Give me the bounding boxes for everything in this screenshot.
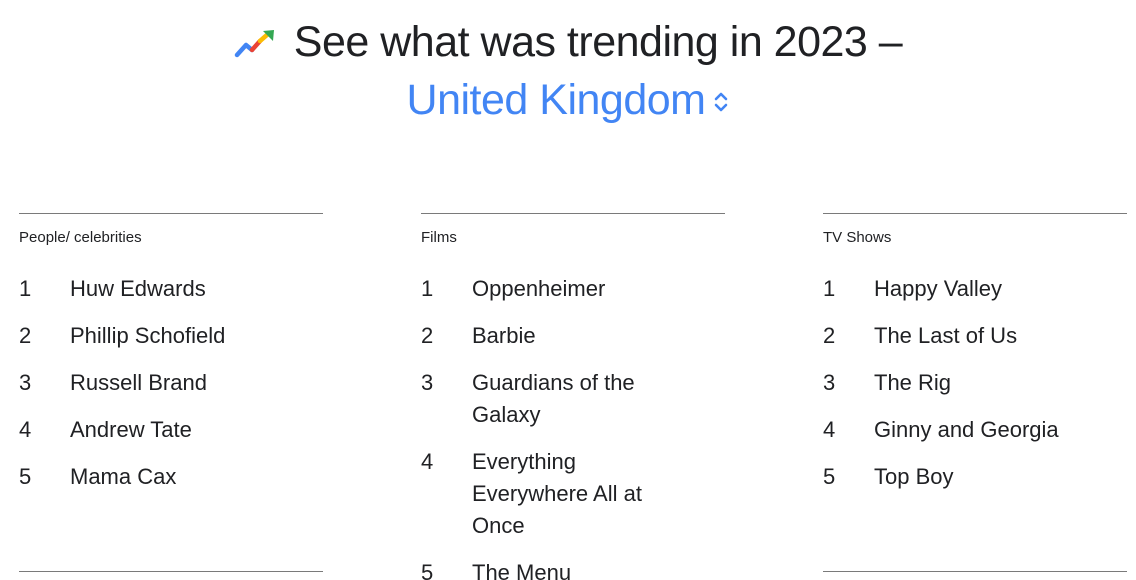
list-item[interactable]: 1 Happy Valley — [823, 273, 1127, 305]
rank-number: 3 — [19, 370, 32, 395]
rank-number: 4 — [421, 449, 434, 474]
region-selector[interactable]: United Kingdom — [0, 72, 1136, 128]
rank-number: 3 — [421, 370, 434, 395]
rank-number: 4 — [19, 417, 32, 442]
unfold-icon[interactable] — [713, 89, 729, 115]
trending-up-icon — [234, 30, 274, 58]
item-name[interactable]: Mama Cax — [70, 464, 177, 489]
list-item[interactable]: 2 Phillip Schofield — [19, 320, 323, 352]
category-column-tv-shows: TV Shows 1 Happy Valley 2 The Last of Us… — [823, 213, 1127, 572]
list-item[interactable]: 3 Russell Brand — [19, 367, 323, 399]
item-name[interactable]: Russell Brand — [70, 370, 207, 395]
item-name[interactable]: Ginny and Georgia — [874, 417, 1059, 442]
rank-number: 5 — [823, 464, 836, 489]
column-divider-top — [823, 213, 1127, 214]
column-divider-bottom — [19, 571, 323, 572]
list-item[interactable]: 4 Andrew Tate — [19, 414, 323, 446]
list-item[interactable]: 4 Everything Everywhere All at Once — [421, 446, 725, 542]
column-divider-top — [421, 213, 725, 214]
rank-number: 1 — [19, 276, 32, 301]
rank-number: 2 — [421, 323, 434, 348]
item-name[interactable]: Phillip Schofield — [70, 323, 226, 348]
trending-list: 1 Happy Valley 2 The Last of Us 3 The Ri… — [823, 273, 1127, 493]
category-label: People/ celebrities — [19, 229, 142, 246]
rank-number: 3 — [823, 370, 836, 395]
item-name[interactable]: Andrew Tate — [70, 417, 192, 442]
item-name[interactable]: The Rig — [874, 370, 952, 395]
rank-number: 5 — [19, 464, 32, 489]
rank-number: 1 — [421, 276, 434, 301]
item-name[interactable]: Happy Valley — [874, 276, 1002, 301]
item-name[interactable]: Oppenheimer — [472, 276, 606, 301]
list-item[interactable]: 3 The Rig — [823, 367, 1127, 399]
item-name[interactable]: The Last of Us — [874, 323, 1018, 348]
rank-number: 2 — [823, 323, 836, 348]
list-item[interactable]: 5 The Menu — [421, 557, 725, 580]
column-divider-bottom — [823, 571, 1127, 572]
item-name[interactable]: Barbie — [472, 323, 536, 348]
category-label: TV Shows — [823, 229, 892, 246]
category-column-people: People/ celebrities 1 Huw Edwards 2 Phil… — [19, 213, 323, 572]
item-name[interactable]: The Menu — [472, 560, 572, 580]
rank-number: 4 — [823, 417, 836, 442]
trending-list: 1 Huw Edwards 2 Phillip Schofield 3 Russ… — [19, 273, 323, 493]
title-line: See what was trending in 2023 – — [0, 14, 1136, 70]
list-item[interactable]: 2 Barbie — [421, 320, 725, 352]
item-name[interactable]: Guardians of the Galaxy — [472, 370, 635, 427]
category-column-films: Films 1 Oppenheimer 2 Barbie 3 Guardians… — [421, 213, 725, 580]
list-item[interactable]: 4 Ginny and Georgia — [823, 414, 1127, 446]
item-name[interactable]: Huw Edwards — [70, 276, 206, 301]
rank-number: 1 — [823, 276, 836, 301]
list-item[interactable]: 3 Guardians of the Galaxy — [421, 367, 725, 431]
item-name[interactable]: Top Boy — [874, 464, 954, 489]
category-label: Films — [421, 229, 457, 246]
list-item[interactable]: 5 Top Boy — [823, 461, 1127, 493]
trending-list: 1 Oppenheimer 2 Barbie 3 Guardians of th… — [421, 273, 725, 580]
region-selector-label[interactable]: United Kingdom — [406, 76, 706, 124]
rank-number: 2 — [19, 323, 32, 348]
page-title: See what was trending in 2023 – — [293, 18, 903, 66]
list-item[interactable]: 2 The Last of Us — [823, 320, 1127, 352]
list-item[interactable]: 5 Mama Cax — [19, 461, 323, 493]
list-item[interactable]: 1 Oppenheimer — [421, 273, 725, 305]
column-divider-top — [19, 213, 323, 214]
list-item[interactable]: 1 Huw Edwards — [19, 273, 323, 305]
item-name[interactable]: Everything Everywhere All at Once — [472, 449, 642, 538]
rank-number: 5 — [421, 560, 434, 580]
